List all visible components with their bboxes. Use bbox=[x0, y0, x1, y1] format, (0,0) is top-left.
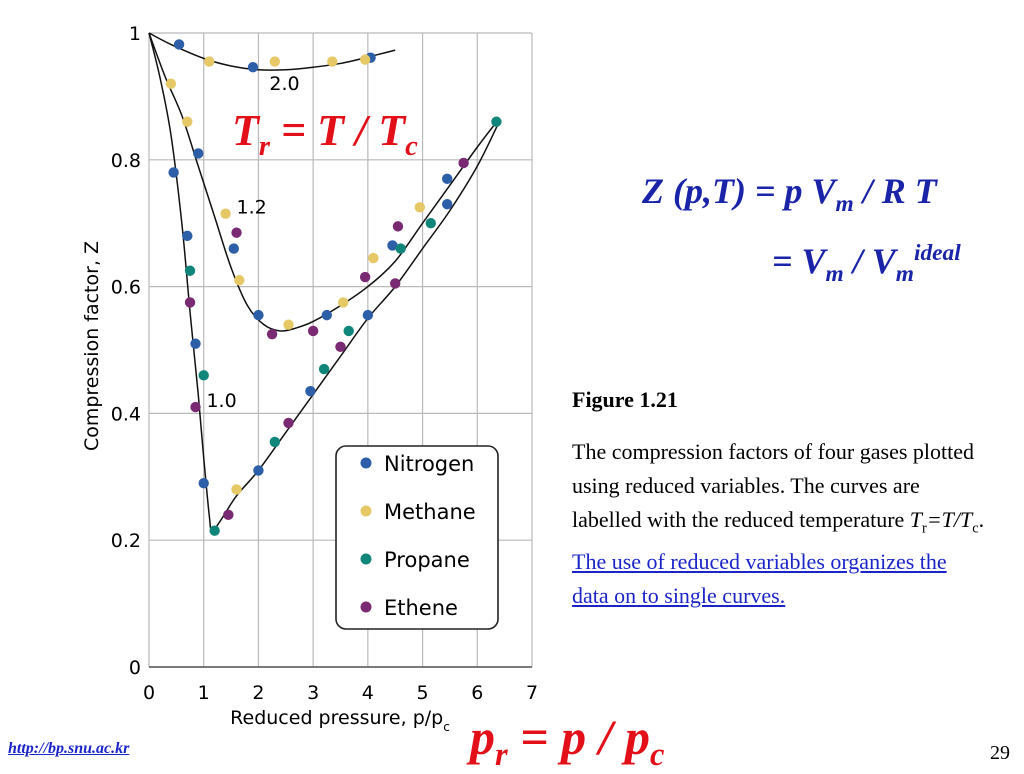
propane-point bbox=[425, 218, 436, 229]
methane-point bbox=[359, 54, 371, 65]
propane-point bbox=[198, 370, 209, 381]
propane-point bbox=[269, 436, 281, 448]
methane-point bbox=[368, 252, 379, 264]
x-tick-label: 6 bbox=[471, 682, 483, 704]
reduced-pressure-equation: pr = p / pc bbox=[470, 709, 665, 773]
nitrogen-point bbox=[362, 309, 374, 321]
page-number: 29 bbox=[990, 742, 1010, 764]
ethene-point bbox=[190, 401, 201, 413]
propane-point bbox=[318, 363, 330, 375]
propane-point bbox=[209, 525, 220, 536]
y-tick-label: 0.8 bbox=[111, 150, 141, 172]
molar-volume-ratio-equation: = Vm / Vmideal bbox=[772, 240, 961, 288]
curve-label: 1.0 bbox=[206, 390, 236, 412]
nitrogen-point bbox=[228, 243, 240, 254]
nitrogen-point bbox=[441, 198, 453, 210]
curve-label: 2.0 bbox=[269, 73, 299, 95]
propane-point bbox=[343, 325, 354, 337]
x-axis-label: Reduced pressure, p/pc bbox=[230, 707, 450, 734]
methane-point bbox=[414, 202, 426, 213]
nitrogen-point bbox=[182, 230, 193, 242]
x-axis-label-subscript: c bbox=[443, 720, 450, 734]
nitrogen-point bbox=[305, 386, 316, 397]
x-tick-label: 7 bbox=[526, 682, 538, 704]
x-tick-label: 0 bbox=[143, 682, 155, 704]
nitrogen-point bbox=[198, 477, 209, 489]
legend-label-methane: Methane bbox=[384, 500, 476, 524]
source-url-link[interactable]: http://bp.snu.ac.kr bbox=[8, 740, 130, 757]
legend-label-ethene: Ethene bbox=[384, 596, 458, 620]
nitrogen-point bbox=[190, 338, 201, 349]
methane-point bbox=[234, 275, 245, 286]
nitrogen-point bbox=[168, 167, 179, 178]
curve-tr-2-0 bbox=[148, 32, 396, 71]
figure-caption: The compression factors of four gases pl… bbox=[572, 439, 985, 609]
caption-link[interactable]: The use of reduced variables organizes t… bbox=[572, 549, 947, 609]
ethene-point bbox=[335, 341, 346, 353]
nitrogen-point bbox=[193, 148, 204, 159]
methane-point bbox=[231, 484, 242, 495]
nitrogen-point bbox=[321, 309, 333, 321]
ethene-point bbox=[458, 157, 469, 169]
curve-label: 1.2 bbox=[237, 197, 267, 219]
legend-label-propane: Propane bbox=[384, 548, 470, 572]
legend-marker-methane bbox=[360, 505, 372, 517]
x-tick-label: 3 bbox=[307, 682, 319, 704]
ethene-point bbox=[266, 328, 278, 340]
ethene-point bbox=[307, 325, 319, 337]
methane-point bbox=[283, 319, 294, 330]
y-tick-label: 0.2 bbox=[111, 530, 141, 552]
ethene-point bbox=[359, 271, 371, 283]
y-tick-label: 0.4 bbox=[111, 403, 141, 425]
legend-marker-propane bbox=[360, 553, 372, 565]
x-tick-label: 1 bbox=[198, 682, 210, 704]
y-tick-label: 0 bbox=[129, 657, 141, 679]
curve-tr-1-2 bbox=[148, 32, 500, 332]
propane-point bbox=[184, 265, 196, 276]
nitrogen-point bbox=[387, 240, 398, 251]
legend-marker-nitrogen bbox=[360, 457, 372, 469]
ethene-point bbox=[184, 297, 196, 308]
methane-point bbox=[182, 116, 193, 127]
chart-points bbox=[165, 39, 502, 536]
ethene-point bbox=[223, 509, 234, 521]
methane-point bbox=[165, 78, 177, 89]
nitrogen-point bbox=[441, 173, 453, 185]
nitrogen-point bbox=[253, 465, 264, 476]
chart-curve-labels: 2.0 1.2 1.0 bbox=[206, 73, 299, 412]
ethene-point bbox=[390, 278, 401, 289]
y-tick-label: 0.6 bbox=[111, 277, 141, 299]
x-tick-label: 4 bbox=[362, 682, 374, 704]
methane-point bbox=[220, 208, 231, 219]
ethene-point bbox=[392, 221, 404, 232]
chart-legend: Nitrogen Methane Propane Ethene bbox=[335, 445, 499, 630]
y-tick-label: 1 bbox=[129, 23, 141, 45]
methane-point bbox=[327, 56, 338, 67]
ethene-point bbox=[231, 227, 242, 238]
propane-point bbox=[491, 116, 502, 127]
nitrogen-point bbox=[247, 62, 259, 73]
methane-point bbox=[203, 56, 215, 67]
methane-point bbox=[338, 297, 349, 308]
chart-ticks: 0 1 2 3 4 5 6 7 0 0.2 0.4 0.6 0.8 1 bbox=[111, 23, 538, 704]
compression-factor-equation: Z (p,T) = p Vm / R T bbox=[642, 171, 937, 218]
ethene-point bbox=[283, 417, 294, 429]
figure-label: Figure 1.21 bbox=[572, 387, 678, 412]
x-tick-label: 2 bbox=[252, 682, 264, 704]
legend-label-nitrogen: Nitrogen bbox=[384, 452, 474, 476]
methane-point bbox=[269, 56, 281, 67]
y-axis-label: Compression factor, Z bbox=[81, 241, 103, 451]
reduced-temperature-equation: Tr = T / Tc bbox=[232, 106, 418, 162]
nitrogen-point bbox=[173, 39, 185, 50]
propane-point bbox=[395, 243, 406, 254]
x-tick-label: 5 bbox=[417, 682, 429, 704]
nitrogen-point bbox=[253, 309, 264, 321]
legend-marker-ethene bbox=[360, 601, 372, 613]
legend-box bbox=[335, 445, 499, 630]
